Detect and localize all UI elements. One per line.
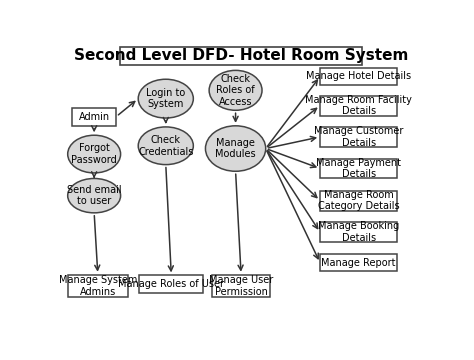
Text: Manage Booking
Details: Manage Booking Details [318,221,399,243]
Text: Check
Roles of
Access: Check Roles of Access [216,74,255,107]
Text: Login to
System: Login to System [146,88,185,109]
FancyBboxPatch shape [72,108,116,126]
Text: Admin: Admin [79,112,109,122]
FancyBboxPatch shape [320,68,397,85]
Text: Send email
to user: Send email to user [67,185,121,206]
Text: Manage Customer
Details: Manage Customer Details [314,126,403,148]
Ellipse shape [209,70,262,110]
Text: Check
Credentials: Check Credentials [138,135,193,157]
Text: Manage Hotel Details: Manage Hotel Details [306,72,411,81]
FancyBboxPatch shape [139,275,203,293]
Text: Manage User
Permission: Manage User Permission [209,275,273,297]
Text: Manage Roles of User: Manage Roles of User [118,279,224,289]
Ellipse shape [205,126,266,171]
FancyBboxPatch shape [320,191,397,211]
Text: Second Level DFD- Hotel Room System: Second Level DFD- Hotel Room System [74,49,408,63]
Ellipse shape [138,79,193,118]
FancyBboxPatch shape [320,255,397,271]
FancyBboxPatch shape [320,127,397,147]
Text: Manage Payment
Details: Manage Payment Details [316,158,401,179]
Ellipse shape [68,135,120,173]
FancyBboxPatch shape [320,158,397,179]
Text: Manage Report: Manage Report [321,258,396,268]
Text: Manage
Modules: Manage Modules [215,138,256,159]
Text: Forgot
Password: Forgot Password [71,143,117,165]
Ellipse shape [138,127,193,165]
Text: Manage System
Admins: Manage System Admins [59,275,137,297]
Text: Manage Room Facility
Details: Manage Room Facility Details [305,95,412,116]
Ellipse shape [68,179,120,213]
FancyBboxPatch shape [67,275,128,297]
FancyBboxPatch shape [212,275,271,297]
FancyBboxPatch shape [320,96,397,116]
FancyBboxPatch shape [120,46,362,66]
Text: Manage Room
Category Details: Manage Room Category Details [318,190,400,211]
FancyBboxPatch shape [320,222,397,242]
